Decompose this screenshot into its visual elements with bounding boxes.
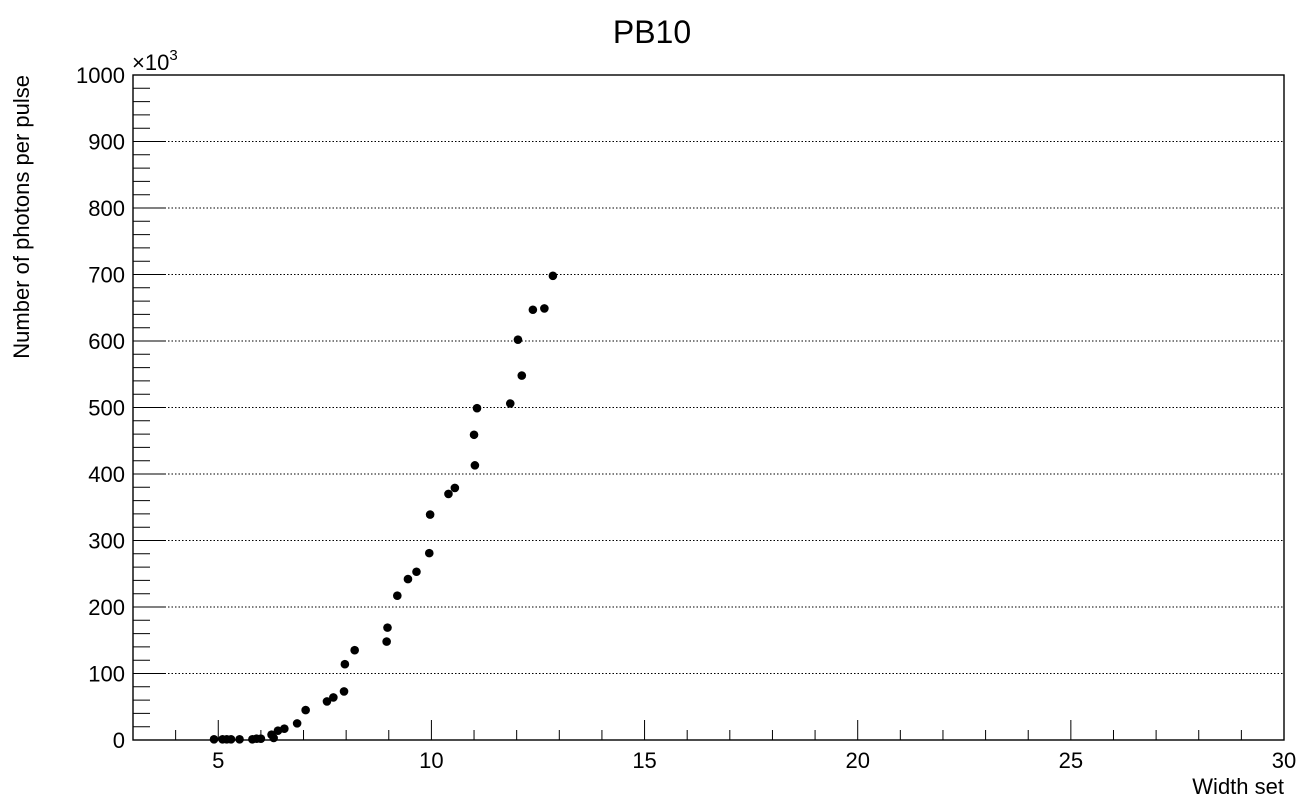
data-point [301,705,310,715]
y-gridlines [133,141,1284,674]
data-point [517,371,527,380]
data-point [470,461,480,470]
y-tick-label: 200 [88,595,125,620]
x-tick-label: 10 [419,748,443,773]
y-tick-label: 0 [113,728,125,753]
y-tick-label: 600 [88,329,125,354]
data-point [425,510,435,519]
data-point [329,693,338,702]
data-point [412,567,421,577]
y-tick-label: 100 [88,662,125,687]
data-point [450,483,460,493]
y-tick-labels: 0 100 200 300 400 500 600 700 800 900 1000 [76,63,125,753]
data-point [382,637,391,646]
data-point [292,719,302,728]
y-axis-label: Number of photons per pulse [9,75,34,359]
data-point [513,335,523,344]
data-points [209,271,558,744]
data-point [540,304,549,313]
x-axis-label: Width set [1192,774,1284,799]
y-multiplier: ×103 [132,47,178,75]
data-point [424,548,434,558]
data-point [280,724,289,733]
data-point [472,403,482,413]
y-tick-label: 300 [88,529,125,554]
data-point [505,399,515,408]
data-point [339,687,349,696]
x-tick-label: 5 [212,748,224,773]
y-tick-label: 1000 [76,63,125,88]
plot-frame [132,74,1285,741]
data-point [383,623,392,632]
data-point [393,591,402,600]
y-tick-label: 800 [88,196,125,221]
data-point [322,697,332,706]
x-tick-label: 15 [632,748,656,773]
x-tick-label: 25 [1059,748,1083,773]
x-tick-labels: 5 10 15 20 25 30 [212,748,1296,773]
x-tick-label: 30 [1272,748,1296,773]
axis-ticks [132,74,1285,741]
y-multiplier-exponent: 3 [169,47,177,64]
y-multiplier-base: ×10 [132,50,169,75]
y-tick-label: 900 [88,130,125,155]
y-tick-label: 500 [88,396,125,421]
x-tick-label: 20 [845,748,869,773]
data-point [340,659,350,669]
data-point [469,430,479,440]
data-point [269,733,278,743]
data-point [548,271,558,281]
data-point [403,574,413,584]
data-point [528,305,538,315]
y-tick-label: 400 [88,462,125,487]
data-point [350,645,359,655]
chart-title: PB10 [613,14,691,50]
data-point [256,734,266,743]
y-tick-label: 700 [88,263,125,288]
data-point [444,489,453,499]
